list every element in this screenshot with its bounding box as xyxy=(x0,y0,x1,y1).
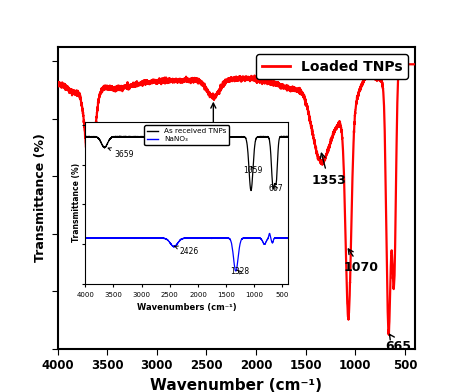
Text: 667: 667 xyxy=(269,184,284,193)
Text: 3673: 3673 xyxy=(86,175,121,220)
Text: 1070: 1070 xyxy=(343,249,378,274)
Legend: As received TNPs, NaNO₃: As received TNPs, NaNO₃ xyxy=(144,125,229,145)
Y-axis label: Transmittance (%): Transmittance (%) xyxy=(72,163,81,242)
Text: 1328: 1328 xyxy=(230,267,249,276)
Text: 1353: 1353 xyxy=(311,153,346,187)
X-axis label: Wavenumbers (cm⁻¹): Wavenumbers (cm⁻¹) xyxy=(137,303,236,312)
Y-axis label: Transmittance (%): Transmittance (%) xyxy=(34,134,47,262)
Text: 3659: 3659 xyxy=(108,148,134,159)
X-axis label: Wavenumber (cm⁻¹): Wavenumber (cm⁻¹) xyxy=(150,378,322,392)
Text: 1059: 1059 xyxy=(243,165,262,174)
Text: 2426: 2426 xyxy=(174,246,199,256)
Legend: Loaded TNPs: Loaded TNPs xyxy=(256,54,408,79)
Text: 665: 665 xyxy=(385,334,411,353)
Text: 2431: 2431 xyxy=(196,103,231,142)
